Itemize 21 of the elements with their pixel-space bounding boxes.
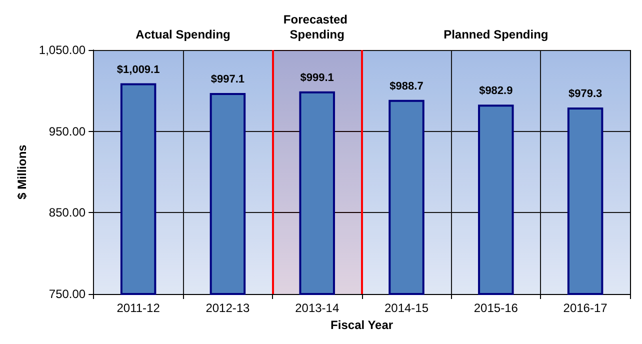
y-tick-label: 850.00 (48, 206, 86, 220)
band-label: Planned Spending (444, 28, 548, 42)
band-label: Actual Spending (136, 28, 230, 42)
x-tick-label: 2013-14 (295, 301, 340, 315)
data-label: $997.1 (210, 74, 245, 86)
data-label: $1,009.1 (116, 64, 160, 76)
x-tick-label: 2014-15 (384, 301, 429, 315)
y-tick-label: 950.00 (48, 124, 86, 138)
y-tick-label: 750.00 (48, 287, 86, 301)
x-axis-title: Fiscal Year (330, 318, 394, 332)
band-label: Forecasted Spending (283, 12, 351, 42)
x-tick-label: 2016-17 (563, 301, 608, 315)
data-label: $982.9 (479, 85, 513, 98)
y-axis-title: $ Millions (15, 144, 29, 200)
x-tick-label: 2011-12 (116, 301, 160, 315)
data-label: $988.7 (390, 80, 424, 92)
y-tick-label: 1,050.00 (38, 43, 86, 57)
x-tick-label: 2015-16 (474, 301, 518, 315)
data-label: $979.3 (568, 88, 602, 100)
x-tick-label: 2012-13 (206, 301, 250, 315)
data-label: $999.1 (300, 72, 334, 84)
